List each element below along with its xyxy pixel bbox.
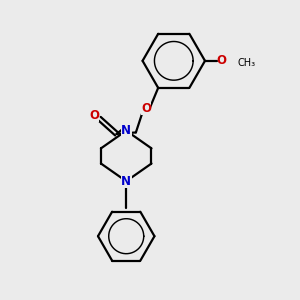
Text: N: N [121, 124, 131, 137]
Text: CH₃: CH₃ [238, 58, 256, 68]
Text: O: O [89, 109, 99, 122]
Text: N: N [121, 175, 131, 188]
Text: O: O [141, 102, 151, 115]
Text: O: O [216, 54, 226, 67]
